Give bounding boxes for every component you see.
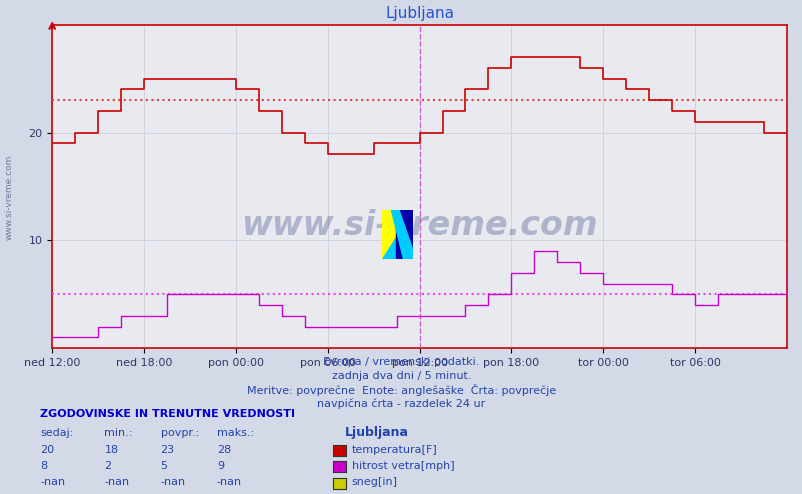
- Text: 9: 9: [217, 461, 224, 471]
- Text: maks.:: maks.:: [217, 428, 253, 438]
- Polygon shape: [382, 210, 412, 259]
- Text: -nan: -nan: [160, 477, 185, 487]
- Text: Evropa / vremenski podatki.: Evropa / vremenski podatki.: [323, 357, 479, 367]
- Text: www.si-vreme.com: www.si-vreme.com: [241, 209, 597, 242]
- Polygon shape: [382, 210, 412, 259]
- Text: 28: 28: [217, 445, 231, 454]
- Text: www.si-vreme.com: www.si-vreme.com: [4, 155, 14, 240]
- Text: hitrost vetra[mph]: hitrost vetra[mph]: [351, 461, 454, 471]
- Text: zadnja dva dni / 5 minut.: zadnja dva dni / 5 minut.: [331, 370, 471, 380]
- Text: sneg[in]: sneg[in]: [351, 477, 397, 487]
- Text: navpična črta - razdelek 24 ur: navpična črta - razdelek 24 ur: [317, 398, 485, 409]
- Text: 23: 23: [160, 445, 175, 454]
- Text: 20: 20: [40, 445, 55, 454]
- Text: min.:: min.:: [104, 428, 132, 438]
- Text: -nan: -nan: [40, 477, 65, 487]
- Text: Ljubljana: Ljubljana: [345, 426, 409, 439]
- Text: 18: 18: [104, 445, 119, 454]
- Text: 5: 5: [160, 461, 168, 471]
- Polygon shape: [395, 210, 412, 259]
- Text: Meritve: povprečne  Enote: anglešaške  Črta: povprečje: Meritve: povprečne Enote: anglešaške Črt…: [246, 384, 556, 396]
- Text: sedaj:: sedaj:: [40, 428, 74, 438]
- Text: povpr.:: povpr.:: [160, 428, 199, 438]
- Text: -nan: -nan: [217, 477, 241, 487]
- Text: ZGODOVINSKE IN TRENUTNE VREDNOSTI: ZGODOVINSKE IN TRENUTNE VREDNOSTI: [40, 410, 295, 419]
- Polygon shape: [391, 210, 412, 259]
- Text: 2: 2: [104, 461, 111, 471]
- Text: 8: 8: [40, 461, 47, 471]
- Text: -nan: -nan: [104, 477, 129, 487]
- Title: Ljubljana: Ljubljana: [385, 6, 453, 21]
- Text: temperatura[F]: temperatura[F]: [351, 445, 437, 454]
